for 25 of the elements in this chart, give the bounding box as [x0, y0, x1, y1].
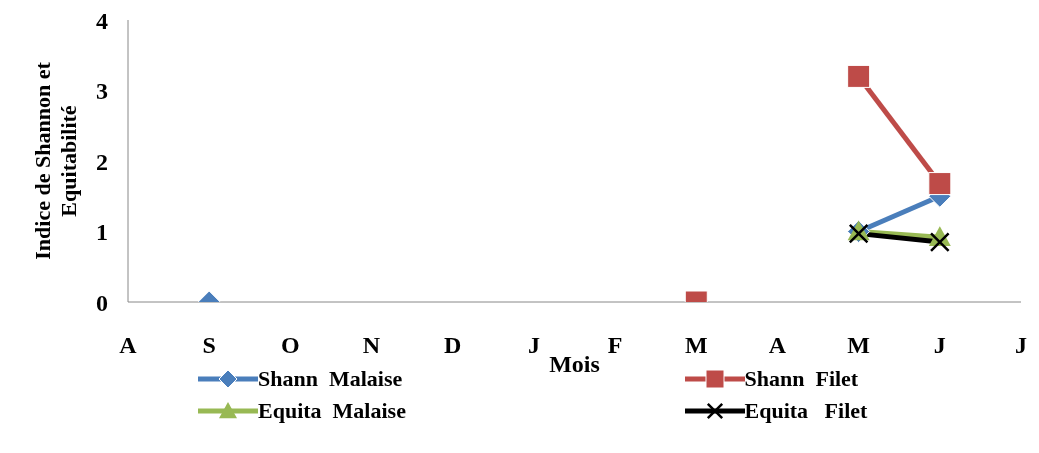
x-tick-label: A: [768, 332, 787, 359]
y-tick-label: 3: [96, 78, 108, 105]
y-tick-label: 4: [96, 7, 108, 34]
legend-label: Equita Filet: [744, 398, 868, 424]
legend-label: Equita Malaise: [258, 398, 406, 424]
x-tick-label: J: [527, 332, 540, 359]
point: [847, 64, 871, 88]
y-tick-label: 2: [96, 148, 108, 175]
x-tick-label: M: [847, 332, 870, 359]
x-tick-label: M: [684, 332, 708, 359]
x-tick-label: J: [933, 332, 946, 359]
y-axis-title: Indice de Shannon et Equitabilité: [30, 61, 81, 260]
x-tick-label: N: [362, 332, 381, 359]
x-tick-label: J: [1015, 332, 1027, 359]
y-tick-label: 1: [96, 219, 108, 246]
point: [928, 172, 952, 196]
x-tick-label: S: [202, 332, 216, 359]
x-tick-label: F: [607, 332, 623, 359]
x-tick-label: O: [281, 332, 300, 359]
x-axis-title: Mois: [549, 351, 600, 377]
legend-label: Shann Malaise: [258, 366, 403, 392]
y-tick-label: 0: [96, 289, 108, 316]
legend-label: Shann Filet: [744, 366, 859, 392]
x-tick-label: A: [119, 332, 138, 359]
x-tick-label: D: [444, 332, 462, 359]
